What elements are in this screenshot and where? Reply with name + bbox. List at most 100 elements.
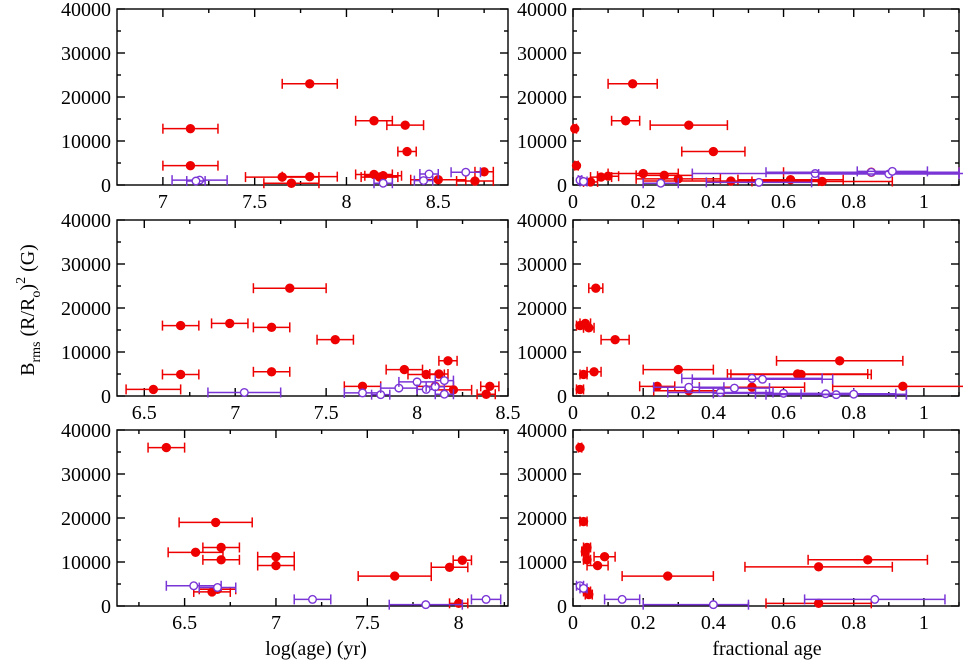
y-tick-label: 20000 [61,87,111,109]
x-tick-label: 0 [568,191,578,213]
x-tick-label: 7.5 [314,402,339,424]
data-point-filled [726,176,736,186]
y-tick-label: 10000 [61,552,111,574]
data-point-filled [592,560,603,571]
data-point-filled [575,442,585,453]
y-tick-label: 10000 [517,342,567,364]
data-point-open [189,581,199,591]
data-point-open [212,583,222,593]
y-title-sub-o: o [29,291,44,298]
data-point-filled [390,571,400,581]
data-point-filled [285,283,295,293]
data-point-filled [589,367,599,377]
y-axis-title-text: Brms (R/Ro)2 (G) [14,244,44,376]
plot-frame [572,8,960,186]
data-point-filled [898,381,908,392]
panel-row2-right: 0 10000 20000 30000 40000 0 0.2 0.4 0.6 0.8 1 [517,210,963,424]
y-tick-label: 40000 [517,420,567,442]
series-open [207,375,455,400]
y-tick-label: 0 [557,596,567,618]
x-tick-label: 0.8 [841,402,866,424]
data-point-filled [684,120,694,130]
data-point-filled [400,120,410,130]
series-filled [147,442,473,609]
y-tick-label: 40000 [61,210,111,232]
data-point-filled [369,116,379,126]
data-point-filled [266,367,277,377]
x-tick-label: 0.2 [631,612,656,634]
data-point-filled [610,334,620,345]
x-tick-label: 7 [230,402,240,424]
y-tick-label: 0 [101,596,111,618]
data-point-filled [627,79,638,89]
data-point-filled [190,547,201,558]
x-tick-label: 7.5 [355,612,380,634]
series-open [575,166,963,189]
data-point-open [887,166,897,176]
series-filled [162,78,495,189]
y-tick-label: 30000 [517,254,567,276]
y-tick-label: 30000 [61,43,111,65]
series-open [171,167,482,189]
y-tick-label: 0 [101,175,111,197]
y-tick-label: 10000 [517,552,567,574]
x-tick-label: 0.8 [841,191,866,213]
plot-frame [572,219,960,397]
data-point-open [729,383,739,393]
data-point-filled [271,560,281,571]
data-point-open [239,387,249,397]
data-point-open [747,373,757,383]
panel-row1-right: 0 10000 20000 30000 40000 0 0.2 0.4 0.6 0.8 1 [517,0,963,213]
data-point-filled [225,318,235,329]
data-point-filled [330,334,340,345]
data-point-filled [584,323,594,333]
series-open [652,373,908,400]
x-tick-label: 1 [919,191,929,213]
data-point-filled [485,381,495,392]
x-tick-label: 0 [568,612,578,634]
x-tick-label: 0.4 [701,402,726,424]
x-tick-label: 6.5 [132,402,157,424]
x-tick-label: 7 [271,612,281,634]
x-tick-label: 7 [158,191,168,213]
data-point-open [439,376,449,386]
x-tick-label: 6.5 [172,612,197,634]
data-point-open [308,594,318,604]
data-point-open [579,583,589,593]
y-tick-label: 0 [101,386,111,408]
panel-row2-left: 0 10000 20000 30000 40000 6.5 7 7.5 8 8.5 [61,210,521,424]
plot-frame [572,429,960,607]
data-point-filled [834,356,845,366]
y-tick-label: 10000 [517,131,567,153]
data-point-open [579,176,589,186]
data-point-filled [582,542,592,553]
data-point-filled [216,555,226,565]
data-point-filled [305,171,315,182]
data-point-open [424,169,434,179]
x-tick-label: 7.5 [242,191,267,213]
data-point-filled [813,598,824,609]
data-point-open [849,389,859,399]
data-point-filled [271,552,281,562]
x-tick-label: 1 [919,402,929,424]
y-tick-label: 40000 [517,0,567,21]
data-point-open [419,176,429,186]
y-tick-label: 30000 [517,464,567,486]
data-point-open [708,600,718,610]
y-tick-label: 20000 [61,298,111,320]
data-point-filled [575,384,585,395]
data-point-filled [570,123,580,134]
x-tick-label: 0.4 [701,612,726,634]
y-title-sup-2: 2 [14,277,29,284]
panel-row1-left: 0 10000 20000 30000 40000 7 7.5 8 8.5 [61,0,509,213]
y-title-b: B [17,363,39,376]
data-point-open [378,178,388,188]
x-tick-label: 8 [412,402,422,424]
data-point-filled [286,178,297,188]
y-tick-label: 0 [557,175,567,197]
y-tick-label: 10000 [61,342,111,364]
data-point-filled [863,555,873,565]
x-axis-title-right: fractional age [712,638,821,660]
data-point-filled [796,369,806,380]
x-axis-title-left: log(age) (yr) [265,638,367,660]
